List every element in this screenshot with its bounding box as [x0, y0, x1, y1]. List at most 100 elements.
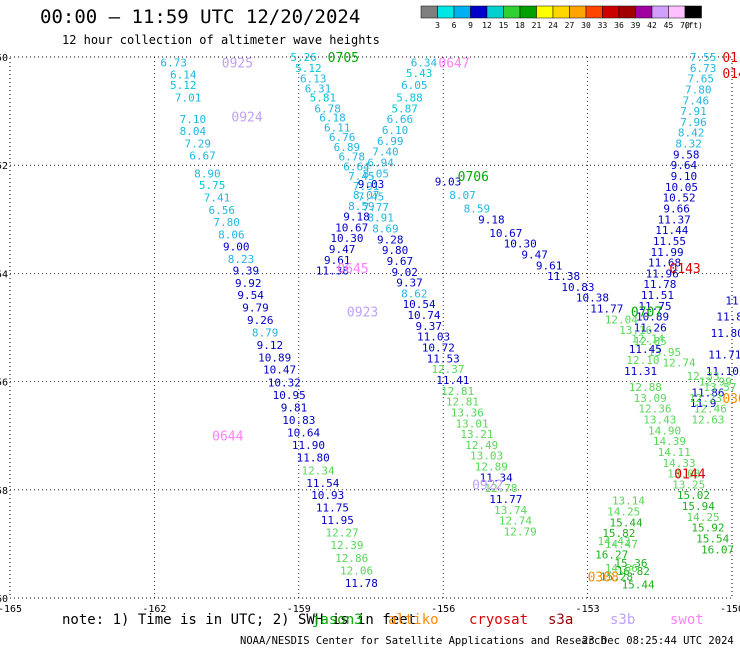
x-tick-label: -156	[431, 604, 455, 615]
wave-height-point: 16.27	[595, 549, 628, 562]
wave-height-point: 10.38	[576, 292, 609, 305]
wave-height-point: 13.57	[703, 381, 736, 394]
wave-height-point: 16.82	[617, 565, 650, 578]
wave-height-point: 12.89	[475, 461, 508, 474]
wave-height-point: 9.81	[281, 402, 308, 415]
wave-height-point: 13.43	[643, 413, 676, 426]
wave-height-point: 8.91	[367, 212, 394, 225]
wave-height-point: 6.78	[338, 151, 365, 164]
color-scale-swatch	[635, 5, 653, 19]
wave-height-point: 5.12	[170, 79, 197, 92]
wave-height-point: 8.42	[678, 127, 705, 140]
legend-cryosat: cryosat	[469, 612, 529, 628]
wave-height-point: 9.37	[396, 277, 423, 290]
color-scale-swatch	[618, 5, 636, 19]
wave-height-point: 5.88	[396, 92, 423, 105]
wave-height-point: 8.59	[348, 200, 375, 213]
wave-height-point: 6.66	[387, 113, 414, 126]
wave-height-point: 15.92	[691, 522, 724, 535]
wave-height-point: 12.36	[638, 403, 671, 416]
wave-height-point: 14.43	[598, 535, 631, 548]
wave-height-point: 13.25	[672, 478, 705, 491]
wave-height-point: 11.9	[690, 397, 717, 410]
wave-height-point: 9.47	[329, 243, 356, 256]
wave-height-point: 13.09	[634, 392, 667, 405]
wave-height-point: 12.79	[504, 525, 537, 538]
y-tick-label: -56	[0, 378, 8, 389]
wave-height-point: 9.67	[387, 255, 414, 268]
wave-height-point: 13.03	[470, 450, 503, 463]
wave-height-point: 7.10	[180, 113, 207, 126]
wave-height-point: 7.55	[690, 51, 717, 64]
wave-height-point: 7.41	[204, 192, 231, 205]
wave-height-point: 14.25	[687, 511, 720, 524]
wave-height-point: 11.8	[716, 311, 740, 324]
wave-height-point: 11.86	[691, 386, 724, 399]
wave-height-point: 12.86	[335, 552, 368, 565]
wave-height-point: 6.56	[209, 204, 236, 217]
wave-height-point: 14.39	[653, 435, 686, 448]
color-scale-label: 21	[532, 21, 542, 30]
wave-height-point: 11.10	[706, 365, 739, 378]
wave-height-point: 11.96	[646, 267, 679, 280]
wave-height-point: 11.53	[427, 352, 460, 365]
plot-border	[9, 56, 733, 599]
color-scale-swatch	[651, 5, 669, 19]
color-scale-swatch	[453, 5, 471, 19]
track-time-label: 0923	[347, 305, 378, 320]
wave-height-point: 12.85	[634, 335, 667, 348]
wave-height-point: 5.26	[290, 51, 317, 64]
wave-height-point: 6.14	[170, 68, 197, 81]
color-scale-label: 70	[680, 21, 690, 30]
wave-height-point: 11.34	[480, 471, 513, 484]
y-tick-label: -50	[0, 53, 8, 64]
wave-height-point: 11.26	[634, 322, 667, 335]
wave-height-point: 12.99	[699, 376, 732, 389]
x-tick-label: -153	[576, 604, 600, 615]
wave-height-point: 11.38	[547, 270, 580, 283]
color-scale-swatch	[668, 5, 686, 19]
wave-height-point: 5.87	[391, 102, 418, 115]
wave-height-point: 9.39	[233, 265, 260, 278]
legend-jason3: jason3	[312, 612, 363, 628]
wave-height-point: 11.99	[650, 246, 683, 259]
color-scale-swatch	[585, 5, 603, 19]
color-scale-swatch	[684, 5, 702, 19]
track-time-label: 0144	[674, 468, 705, 483]
wave-height-point: 9.02	[391, 266, 418, 279]
wave-height-point: 9.03	[358, 178, 385, 191]
x-tick-label: -150	[720, 604, 740, 615]
wave-height-point: 13.95	[648, 346, 681, 359]
data-points: 6.736.145.127.017.108.047.296.678.905.75…	[160, 51, 740, 591]
wave-height-point: 5.75	[199, 179, 226, 192]
wave-height-point: 9.26	[247, 314, 274, 327]
color-scale-swatch	[602, 5, 620, 19]
wave-height-point: 10.83	[282, 414, 315, 427]
x-tick-label: -159	[287, 604, 311, 615]
wave-height-point: 12.23	[689, 392, 722, 405]
wave-height-point: 11.03	[417, 331, 450, 344]
color-scale-label: (ft)	[684, 21, 703, 30]
wave-height-point: 10.52	[662, 192, 695, 205]
wave-height-point: 14.47	[605, 538, 638, 551]
wave-height-point: 9.58	[673, 148, 700, 161]
wave-height-point: 9.66	[663, 202, 690, 215]
wave-height-point: 9.79	[242, 301, 269, 314]
x-tick-label: -165	[0, 604, 22, 615]
wave-height-point: 5.12	[295, 62, 322, 75]
track-time-label: 0645	[337, 262, 368, 277]
color-scale-label: 42	[647, 21, 657, 30]
x-tick-label: -162	[142, 604, 166, 615]
wave-height-point: 6.31	[305, 82, 332, 95]
track-time-label: 014	[722, 67, 740, 82]
color-scale-label: 36	[614, 21, 624, 30]
wave-height-point: 8.62	[401, 287, 428, 300]
wave-height-point: 11.51	[641, 289, 674, 302]
wave-height-point: 6.13	[300, 73, 327, 86]
color-scale-swatch	[470, 5, 488, 19]
wave-height-point: 13.16	[619, 324, 652, 337]
color-scale: 3 6 9 12 15 18 21 24 27 30 33 36 39 42 45 70(ft)	[420, 5, 703, 30]
wave-height-point: 15.36	[614, 557, 647, 570]
color-scale-swatch	[420, 5, 438, 19]
wave-height-point: 12.04	[605, 313, 638, 326]
